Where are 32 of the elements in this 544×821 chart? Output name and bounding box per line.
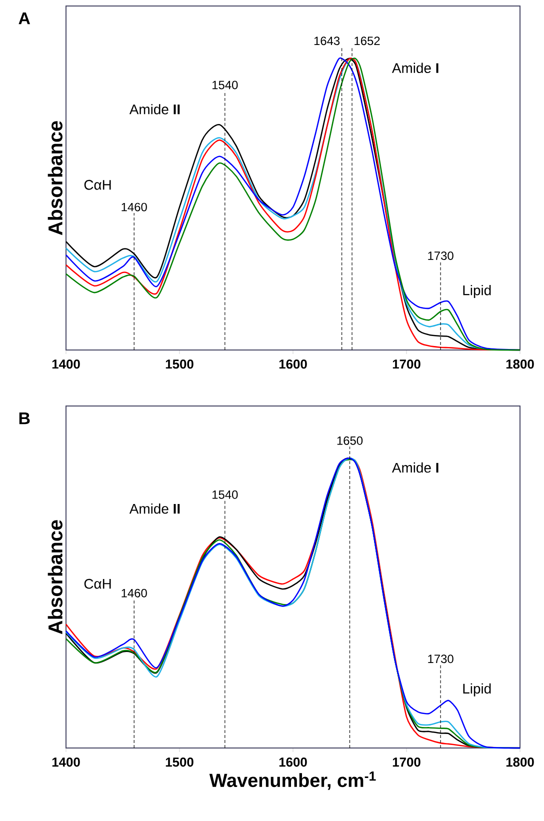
x-tick-label: 1500 <box>166 758 194 767</box>
y-axis-title: Absorbance <box>48 520 62 634</box>
y-axis-title: Absorbance <box>48 121 62 236</box>
annotation: Amide II <box>129 104 180 114</box>
chart-title: B <box>19 412 30 424</box>
x-tick-label: 1400 <box>52 758 80 767</box>
annotation: Lipid <box>463 683 491 696</box>
x-tick-label: 1800 <box>506 360 534 369</box>
annotation: CαH <box>84 578 111 589</box>
ref-line-label: 1540 <box>212 490 238 499</box>
x-tick-label: 1600 <box>279 758 307 767</box>
annotation: CαH <box>84 180 111 190</box>
chart-title: A <box>18 12 30 24</box>
annotation: Amide II <box>129 503 180 514</box>
ref-line-label: 1540 <box>212 80 238 90</box>
ref-line-label: 1730 <box>428 654 454 664</box>
annotation: Amide I <box>392 62 438 74</box>
x-tick-label: 1400 <box>52 360 80 369</box>
ref-line-label: 1460 <box>122 202 147 212</box>
x-tick-label: 1500 <box>166 360 194 369</box>
x-axis-title: Wavenumber, cm$^{-1}$ <box>209 772 376 790</box>
ref-line-label: 1652 <box>354 36 380 46</box>
ref-line-label: 1730 <box>428 252 454 260</box>
x-tick-label: 1600 <box>279 360 307 369</box>
ref-line-label: 1643 <box>314 36 340 46</box>
ref-line-label: 1650 <box>337 436 363 445</box>
annotation: Amide I <box>392 462 438 473</box>
x-tick-label: 1700 <box>392 360 420 369</box>
x-tick-label: 1800 <box>506 758 534 767</box>
annotation: Lipid <box>463 285 491 298</box>
x-tick-label: 1700 <box>392 758 420 767</box>
ref-line-label: 1460 <box>122 588 147 598</box>
